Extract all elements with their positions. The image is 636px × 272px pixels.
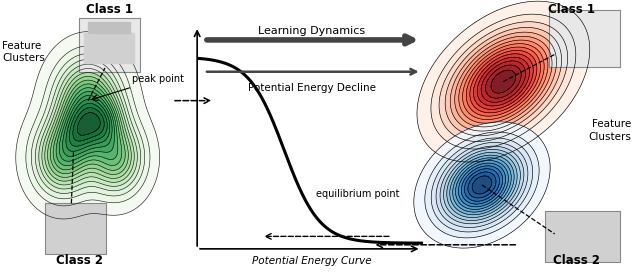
FancyBboxPatch shape <box>45 203 106 254</box>
Text: Class 1: Class 1 <box>86 3 133 16</box>
Text: Learning Dynamics: Learning Dynamics <box>258 26 365 36</box>
Text: Class 1: Class 1 <box>548 3 595 16</box>
Text: peak point: peak point <box>132 74 184 84</box>
Text: Class 2: Class 2 <box>56 254 103 267</box>
Text: equilibrium point: equilibrium point <box>315 189 399 199</box>
Text: Potential Energy Decline: Potential Energy Decline <box>247 83 376 93</box>
Text: Feature
Clusters: Feature Clusters <box>2 41 45 63</box>
FancyBboxPatch shape <box>79 18 139 72</box>
FancyBboxPatch shape <box>545 211 620 262</box>
Text: Feature
Clusters: Feature Clusters <box>589 119 632 142</box>
Text: Class 2: Class 2 <box>553 254 600 267</box>
Text: Potential Energy Curve: Potential Energy Curve <box>252 256 371 266</box>
FancyBboxPatch shape <box>550 10 620 67</box>
